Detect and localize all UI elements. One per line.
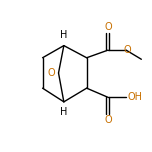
- Text: O: O: [104, 115, 112, 125]
- Text: O: O: [47, 68, 55, 78]
- Text: H: H: [60, 107, 67, 117]
- Text: H: H: [60, 30, 67, 40]
- Text: O: O: [104, 22, 112, 32]
- Text: OH: OH: [128, 92, 143, 102]
- Text: O: O: [124, 45, 131, 55]
